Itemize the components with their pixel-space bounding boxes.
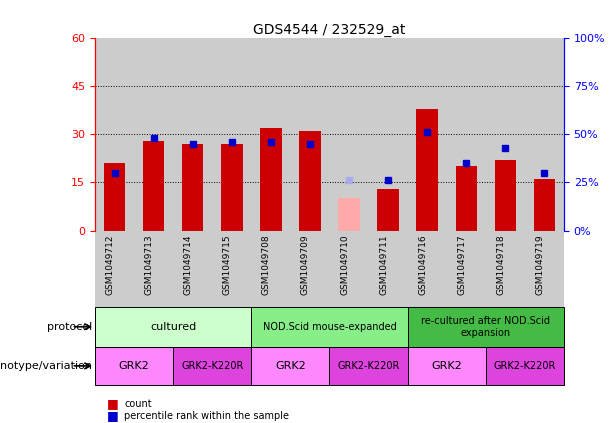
Text: GRK2: GRK2 <box>275 361 306 371</box>
Text: GSM1049719: GSM1049719 <box>535 234 544 295</box>
Bar <box>143 141 164 231</box>
Text: NOD.Scid mouse-expanded: NOD.Scid mouse-expanded <box>262 322 397 332</box>
Bar <box>291 38 330 231</box>
Bar <box>330 38 368 231</box>
Text: GSM1049708: GSM1049708 <box>262 234 271 295</box>
Text: GRK2-K220R: GRK2-K220R <box>493 361 556 371</box>
Bar <box>408 347 486 385</box>
Text: ■: ■ <box>107 398 119 410</box>
Bar <box>95 307 251 347</box>
Bar <box>104 163 125 231</box>
Bar <box>212 38 251 231</box>
Text: ■: ■ <box>107 409 119 422</box>
Bar <box>408 307 564 347</box>
Bar <box>534 179 555 231</box>
Bar <box>330 347 408 385</box>
Bar <box>251 347 330 385</box>
Bar <box>486 38 525 231</box>
Text: GRK2: GRK2 <box>432 361 462 371</box>
Bar <box>173 38 212 231</box>
Bar <box>455 166 477 231</box>
Bar <box>260 128 281 231</box>
Text: protocol: protocol <box>47 322 92 332</box>
Bar <box>525 38 564 231</box>
Bar <box>408 38 447 231</box>
Bar <box>95 347 173 385</box>
Text: GSM1049710: GSM1049710 <box>340 234 349 295</box>
Bar <box>447 38 486 231</box>
Bar <box>299 131 321 231</box>
Text: GSM1049714: GSM1049714 <box>184 234 192 295</box>
Bar <box>182 144 204 231</box>
Text: count: count <box>124 399 152 409</box>
Bar <box>173 347 251 385</box>
Text: GSM1049715: GSM1049715 <box>223 234 232 295</box>
Text: GRK2: GRK2 <box>119 361 150 371</box>
Text: re-cultured after NOD.Scid
expansion: re-cultured after NOD.Scid expansion <box>421 316 550 338</box>
Text: GSM1049712: GSM1049712 <box>105 234 115 295</box>
Text: percentile rank within the sample: percentile rank within the sample <box>124 411 289 421</box>
Text: GSM1049718: GSM1049718 <box>497 234 505 295</box>
Bar <box>251 38 291 231</box>
Bar <box>495 160 516 231</box>
Text: ■: ■ <box>107 421 119 423</box>
Bar <box>251 307 408 347</box>
Bar <box>378 189 399 231</box>
Title: GDS4544 / 232529_at: GDS4544 / 232529_at <box>253 23 406 37</box>
Bar <box>368 38 408 231</box>
Text: GSM1049717: GSM1049717 <box>457 234 466 295</box>
Bar <box>338 198 360 231</box>
Text: GSM1049709: GSM1049709 <box>301 234 310 295</box>
Text: GRK2-K220R: GRK2-K220R <box>337 361 400 371</box>
Text: GSM1049716: GSM1049716 <box>418 234 427 295</box>
Bar <box>134 38 173 231</box>
Text: genotype/variation: genotype/variation <box>0 361 92 371</box>
Text: GSM1049713: GSM1049713 <box>145 234 154 295</box>
Bar <box>221 144 243 231</box>
Text: GSM1049711: GSM1049711 <box>379 234 388 295</box>
Bar <box>416 109 438 231</box>
Text: GRK2-K220R: GRK2-K220R <box>181 361 243 371</box>
Text: cultured: cultured <box>150 322 196 332</box>
Bar <box>95 38 134 231</box>
Bar <box>486 347 564 385</box>
